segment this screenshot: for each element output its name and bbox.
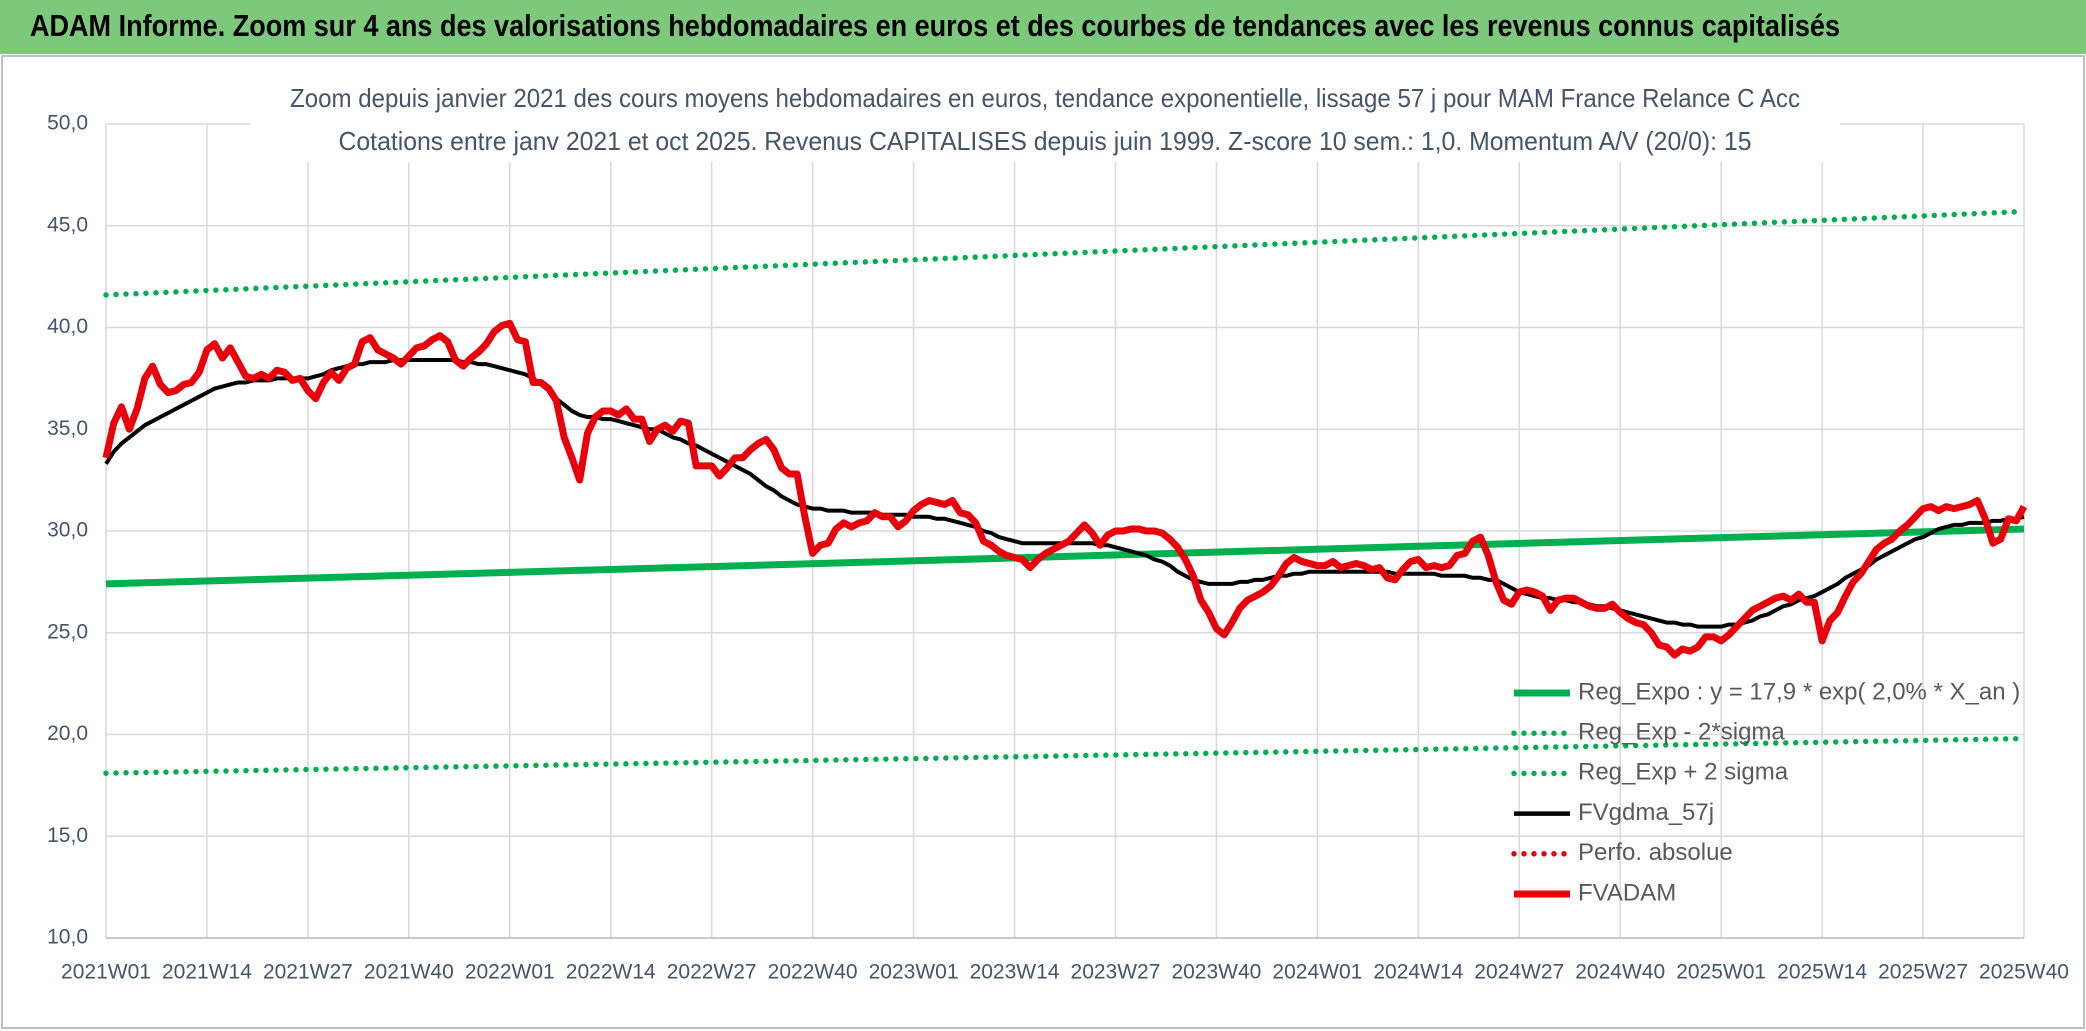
legend-label: FVADAM [1578, 879, 1676, 906]
x-tick-label: 2023W40 [1171, 961, 1261, 984]
y-tick-label: 35,0 [47, 417, 88, 440]
y-tick-label: 10,0 [47, 926, 88, 949]
x-tick-label: 2021W40 [364, 961, 454, 984]
subtitle-background [250, 80, 1840, 162]
legend-label: Reg_Exp - 2*sigma [1578, 719, 1785, 746]
y-tick-label: 45,0 [47, 213, 88, 236]
subtitle: Cotations entre janv 2021 et oct 2025. R… [339, 126, 1752, 156]
x-tick-label: 2025W27 [1878, 961, 1968, 984]
x-tick-label: 2023W14 [970, 961, 1060, 984]
x-tick-label: 2022W01 [465, 961, 555, 984]
y-tick-label: 50,0 [47, 112, 88, 135]
trend-line [103, 735, 2027, 776]
legend-label: Perfo. absolue [1578, 839, 1733, 866]
header-title: ADAM Informe. Zoom sur 4 ans des valoris… [30, 8, 1840, 43]
legend-label: Reg_Exp + 2 sigma [1578, 759, 1789, 786]
x-tick-label: 2024W01 [1272, 961, 1362, 984]
y-tick-label: 40,0 [47, 315, 88, 338]
y-tick-label: 30,0 [47, 519, 88, 542]
series-line [102, 319, 2028, 659]
x-tick-label: 2022W14 [566, 961, 656, 984]
subtitle: Zoom depuis janvier 2021 des cours moyen… [290, 83, 1800, 113]
x-tick-label: 2024W27 [1474, 961, 1564, 984]
header-bar [0, 0, 2086, 54]
x-tick-label: 2023W01 [869, 961, 959, 984]
trend-line [105, 525, 2025, 588]
x-tick-label: 2024W14 [1373, 961, 1463, 984]
x-tick-label: 2024W40 [1575, 961, 1665, 984]
x-tick-label: 2021W14 [162, 961, 252, 984]
x-tick-label: 2025W40 [1979, 961, 2069, 984]
x-tick-label: 2022W27 [667, 961, 757, 984]
chart-border [1, 55, 2085, 1029]
y-tick-label: 25,0 [47, 620, 88, 643]
legend-label: Reg_Expo : y = 17,9 * exp( 2,0% * X_an ) [1578, 678, 2020, 705]
y-tick-label: 15,0 [47, 824, 88, 847]
x-tick-label: 2025W14 [1777, 961, 1867, 984]
x-tick-label: 2021W01 [61, 961, 151, 984]
x-tick-label: 2022W40 [768, 961, 858, 984]
x-tick-label: 2021W27 [263, 961, 353, 984]
trend-line [103, 208, 2027, 298]
x-tick-label: 2023W27 [1071, 961, 1161, 984]
x-tick-label: 2025W01 [1676, 961, 1766, 984]
y-tick-label: 20,0 [47, 722, 88, 745]
legend-label: FVgdma_57j [1578, 799, 1714, 826]
